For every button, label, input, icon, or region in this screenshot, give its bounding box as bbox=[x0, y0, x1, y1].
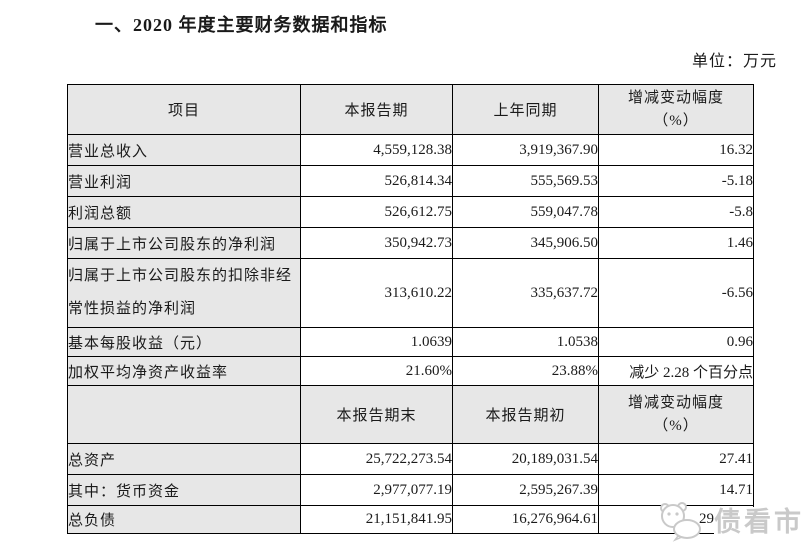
row-change-value: 14.71 bbox=[598, 474, 754, 506]
row-label: 总资产 bbox=[67, 443, 301, 475]
table-row: 营业总收入 4,559,128.38 3,919,367.90 16.32 bbox=[67, 134, 754, 166]
row-current-value: 313,610.22 bbox=[300, 258, 453, 328]
row-prior-value: 559,047.78 bbox=[452, 196, 599, 228]
row-change-value: 减少 2.28 个百分点 bbox=[598, 356, 754, 386]
row-current-value: 25,722,273.54 bbox=[300, 443, 453, 475]
header-change-line2: （%） bbox=[653, 417, 699, 434]
header-change-line1: 增减变动幅度 bbox=[627, 394, 724, 411]
header-change-line1: 增减变动幅度 bbox=[627, 89, 724, 106]
table-header-row-period: 项目 本报告期 上年同期 增减变动幅度 （%） bbox=[67, 84, 754, 135]
row-current-value: 4,559,128.38 bbox=[300, 134, 453, 166]
row-current-value: 21,151,841.95 bbox=[300, 505, 453, 534]
header-change-line2: （%） bbox=[653, 112, 699, 129]
watermark-label: 债看市 bbox=[714, 507, 812, 560]
table-header-row-balance: 本报告期末 本报告期初 增减变动幅度 （%） bbox=[67, 385, 754, 444]
row-label: 其中：货币资金 bbox=[67, 474, 301, 506]
row-prior-value: 23.88% bbox=[452, 356, 599, 386]
row-current-value: 2,977,077.19 bbox=[300, 474, 453, 506]
watermark-text: 债看市 bbox=[714, 507, 804, 537]
row-prior-value: 1.0538 bbox=[452, 327, 599, 357]
row-prior-value: 345,906.50 bbox=[452, 227, 599, 259]
row-current-value: 1.0639 bbox=[300, 327, 453, 357]
row-change-value: 1.46 bbox=[598, 227, 754, 259]
header-cell-change: 增减变动幅度 （%） bbox=[598, 385, 754, 444]
row-label: 归属于上市公司股东的扣除非经常性损益的净利润 bbox=[67, 258, 301, 328]
row-change-value: 27.41 bbox=[598, 443, 754, 475]
table-row: 加权平均净资产收益率 21.60% 23.88% 减少 2.28 个百分点 bbox=[67, 356, 754, 386]
page-title: 一、2020 年度主要财务数据和指标 bbox=[95, 15, 388, 35]
row-prior-value: 3,919,367.90 bbox=[452, 134, 599, 166]
header-cell-prior-period: 上年同期 bbox=[452, 84, 599, 135]
row-change-value: -5.18 bbox=[598, 165, 754, 197]
header-cell-period-begin: 本报告期初 bbox=[452, 385, 599, 444]
row-prior-value: 335,637.72 bbox=[452, 258, 599, 328]
table-row: 归属于上市公司股东的净利润 350,942.73 345,906.50 1.46 bbox=[67, 227, 754, 259]
row-label: 归属于上市公司股东的净利润 bbox=[67, 227, 301, 259]
table-row: 营业利润 526,814.34 555,569.53 -5.18 bbox=[67, 165, 754, 197]
row-label: 营业利润 bbox=[67, 165, 301, 197]
row-current-value: 21.60% bbox=[300, 356, 453, 386]
row-label: 基本每股收益（元） bbox=[67, 327, 301, 357]
row-change-value: -6.56 bbox=[598, 258, 754, 328]
table-row: 基本每股收益（元） 1.0639 1.0538 0.96 bbox=[67, 327, 754, 357]
table-row: 利润总额 526,612.75 559,047.78 -5.8 bbox=[67, 196, 754, 228]
table-row: 总资产 25,722,273.54 20,189,031.54 27.41 bbox=[67, 443, 754, 475]
row-prior-value: 16,276,964.61 bbox=[452, 505, 599, 534]
row-change-value: 0.96 bbox=[598, 327, 754, 357]
row-current-value: 350,942.73 bbox=[300, 227, 453, 259]
row-change-value: 16.32 bbox=[598, 134, 754, 166]
table-row: 归属于上市公司股东的扣除非经常性损益的净利润 313,610.22 335,63… bbox=[67, 258, 754, 328]
row-current-value: 526,814.34 bbox=[300, 165, 453, 197]
row-label: 营业总收入 bbox=[67, 134, 301, 166]
row-label: 利润总额 bbox=[67, 196, 301, 228]
header-cell-empty bbox=[67, 385, 301, 444]
row-label: 加权平均净资产收益率 bbox=[67, 356, 301, 386]
row-prior-value: 2,595,267.39 bbox=[452, 474, 599, 506]
unit-label: 单位：万元 bbox=[691, 53, 777, 70]
row-current-value: 526,612.75 bbox=[300, 196, 453, 228]
row-prior-value: 20,189,031.54 bbox=[452, 443, 599, 475]
header-cell-change: 增减变动幅度 （%） bbox=[598, 84, 754, 135]
watermark-panda-chat-icon bbox=[656, 500, 704, 542]
header-cell-period-end: 本报告期末 bbox=[300, 385, 453, 444]
header-cell-current-period: 本报告期 bbox=[300, 84, 453, 135]
header-cell-item: 项目 bbox=[67, 84, 301, 135]
row-change-value: -5.8 bbox=[598, 196, 754, 228]
financial-indicators-table: 项目 本报告期 上年同期 增减变动幅度 （%） 营业总收入 4,559,128.… bbox=[67, 84, 754, 534]
row-label: 总负债 bbox=[67, 505, 301, 534]
row-prior-value: 555,569.53 bbox=[452, 165, 599, 197]
table-row: 总负债 21,151,841.95 16,276,964.61 29 bbox=[67, 505, 754, 534]
table-row: 其中：货币资金 2,977,077.19 2,595,267.39 14.71 bbox=[67, 474, 754, 506]
